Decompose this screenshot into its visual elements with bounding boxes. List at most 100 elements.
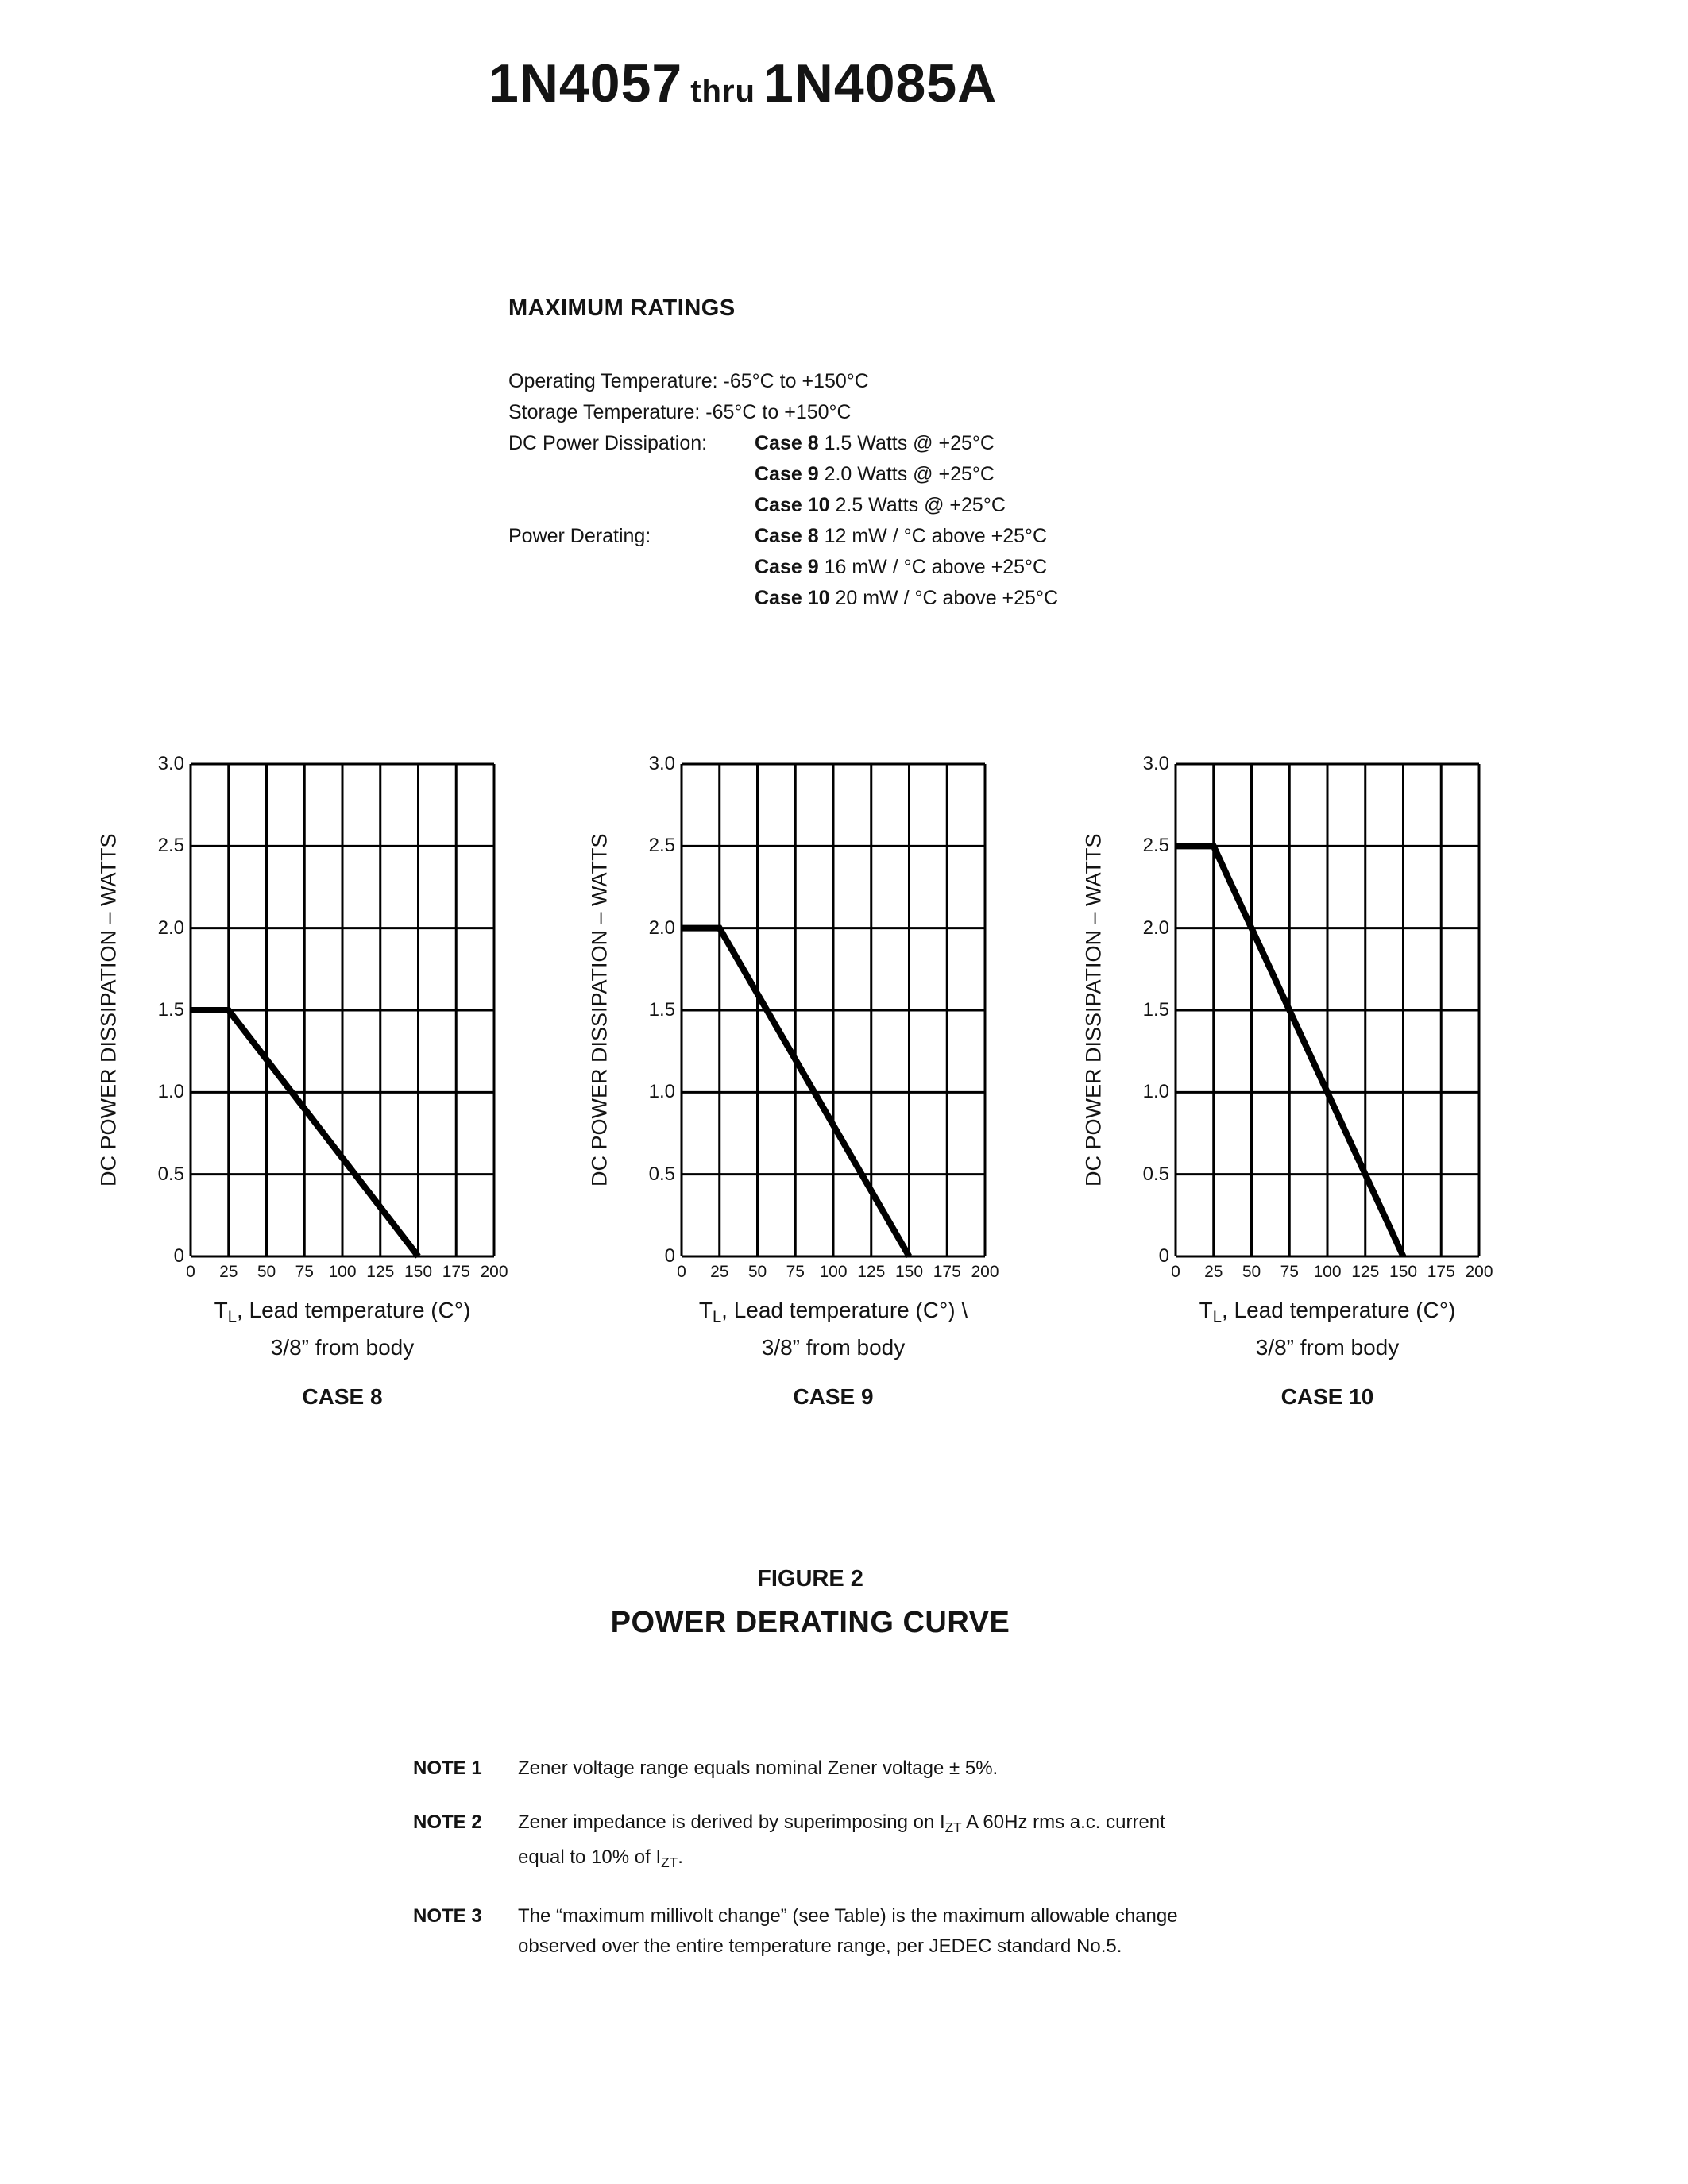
case-name: Case 10 [755, 494, 830, 516]
x-tick-label: 0 [677, 1263, 686, 1281]
case-label: CASE 9 [793, 1383, 874, 1409]
x-caption-subscript: L [227, 1308, 237, 1326]
note-3-label: NOTE 3 [413, 1904, 482, 1927]
x-tick-label: 25 [1204, 1263, 1223, 1281]
power-derating-group: Power Derating: Case 8 12 mW / °C above … [508, 521, 1058, 614]
note-2-line1: Zener impedance is derived by superimpos… [518, 1808, 1165, 1843]
case-value: 20 mW / °C above +25°C [829, 587, 1059, 609]
figure-number: FIGURE 2 [757, 1566, 863, 1592]
derating-chart-case9: DC POWER DISSIPATION – WATTS 3.0 2.5 2.0 1.… [580, 753, 999, 1410]
case-name: Case 8 [755, 432, 819, 454]
x-tick-label: 75 [1280, 1263, 1299, 1281]
note-2-text-part: Zener impedance is derived by superimpos… [518, 1812, 945, 1833]
y-tick-label: 0 [664, 1245, 675, 1267]
plot-column: 0 25 50 75 100 125 150 175 200 TL, Lead temperat… [1171, 762, 1493, 1410]
x-tick-label: 175 [933, 1263, 961, 1281]
y-tick-label: 2.0 [157, 916, 184, 939]
y-tick-label: 2.0 [648, 916, 675, 939]
dissipation-values: Case 8 1.5 Watts @ +25°C Case 9 2.0 Watt… [755, 428, 1006, 521]
x-tick-label: 175 [1427, 1263, 1455, 1281]
dissipation-row: Case 10 2.5 Watts @ +25°C [755, 490, 1006, 521]
notes-section: NOTE 1 Zener voltage range equals nomina… [413, 1754, 1178, 1985]
y-axis-ticks: 3.0 2.5 2.0 1.5 1.0 0.5 0 [129, 753, 191, 1267]
maximum-ratings-section: MAXIMUM RATINGS Operating Temperature: -… [508, 295, 1058, 614]
y-tick-label: 3.0 [648, 753, 675, 774]
x-axis-ticks: 0 25 50 75 100 125 150 175 200 [186, 1256, 508, 1283]
derating-row: Case 8 12 mW / °C above +25°C [755, 521, 1058, 552]
dissipation-row: Case 9 2.0 Watts @ +25°C [755, 459, 1006, 490]
x-axis-caption-line2: 3/8” from body [1255, 1334, 1400, 1360]
x-tick-label: 125 [1351, 1263, 1380, 1281]
x-tick-label: 0 [186, 1263, 195, 1281]
x-tick-label: 50 [1242, 1263, 1261, 1281]
case-value: 2.5 Watts @ +25°C [829, 494, 1006, 516]
x-tick-label: 100 [819, 1263, 848, 1281]
case-name: Case 8 [755, 525, 819, 547]
plot-area-case9 [680, 762, 987, 1259]
case-value: 16 mW / °C above +25°C [818, 556, 1048, 578]
title-part2: 1N4085A [763, 53, 998, 114]
y-axis-ticks: 3.0 2.5 2.0 1.5 1.0 0.5 0 [620, 753, 682, 1267]
case-name: Case 10 [755, 587, 830, 609]
note-1-label: NOTE 1 [413, 1758, 482, 1779]
case-name: Case 9 [755, 556, 819, 578]
note-3-line1: The “maximum millivolt change” (see Tabl… [518, 1904, 1178, 1927]
plot-area-case10 [1174, 762, 1481, 1258]
note-3-text: The “maximum millivolt change” (see Tabl… [518, 1901, 1178, 1962]
x-tick-label: 150 [1389, 1263, 1418, 1281]
derating-chart-case10: DC POWER DISSIPATION – WATTS 3.0 2.5 2.0 1.… [1074, 753, 1493, 1410]
plot-area-case8 [189, 762, 496, 1259]
x-tick-label: 125 [857, 1263, 886, 1281]
note-2-text-part: equal to 10% of I [518, 1846, 662, 1868]
x-tick-label: 25 [710, 1263, 729, 1281]
title-part1: 1N4057 [489, 53, 683, 114]
y-tick-label: 0 [1158, 1245, 1169, 1267]
y-tick-label: 0.5 [648, 1163, 675, 1185]
note-2-subscript: ZT [944, 1819, 962, 1835]
x-tick-label: 100 [1313, 1263, 1342, 1281]
note-2-label: NOTE 2 [413, 1812, 482, 1833]
y-axis-label: DC POWER DISSIPATION – WATTS [1081, 833, 1106, 1187]
case-value: 12 mW / °C above +25°C [818, 525, 1048, 547]
case-label: CASE 8 [302, 1383, 383, 1409]
derating-values: Case 8 12 mW / °C above +25°C Case 9 16 … [755, 521, 1058, 614]
x-tick-label: 150 [404, 1263, 433, 1281]
x-tick-label: 25 [219, 1263, 238, 1281]
note-2-line2: equal to 10% of IZT. [518, 1843, 1165, 1877]
case-value: 2.0 Watts @ +25°C [818, 463, 995, 485]
note-3-line2: observed over the entire temperature ran… [518, 1935, 1122, 1957]
derating-chart-case8: DC POWER DISSIPATION – WATTS 3.0 2.5 2.0 1.… [89, 753, 508, 1410]
x-axis-ticks: 0 25 50 75 100 125 150 175 200 [677, 1256, 999, 1283]
x-caption-text: , Lead temperature (C°) \ [721, 1298, 968, 1322]
storage-temperature-line: Storage Temperature: -65°C to +150°C [508, 401, 852, 423]
note-3: NOTE 3 The “maximum millivolt change” (s… [413, 1901, 1178, 1962]
x-axis-caption: TL, Lead temperature (C°) [1199, 1298, 1456, 1327]
operating-temperature-line: Operating Temperature: -65°C to +150°C [508, 370, 869, 392]
x-caption-text: , Lead temperature (C°) [1221, 1298, 1456, 1322]
title-thru: thru [690, 74, 755, 109]
y-tick-label: 1.0 [1142, 1081, 1169, 1103]
x-tick-label: 200 [1465, 1263, 1493, 1281]
dissipation-row: Case 8 1.5 Watts @ +25°C [755, 428, 1006, 459]
derating-row: Case 10 20 mW / °C above +25°C [755, 583, 1058, 614]
note-1: NOTE 1 Zener voltage range equals nomina… [413, 1754, 1178, 1784]
y-tick-label: 1.5 [1142, 999, 1169, 1021]
x-tick-label: 75 [786, 1263, 805, 1281]
plot-column: 0 25 50 75 100 125 150 175 200 TL, Lead temperat… [677, 762, 999, 1410]
maximum-ratings-heading: MAXIMUM RATINGS [508, 295, 736, 321]
x-axis-caption-line2: 3/8” from body [270, 1334, 415, 1360]
x-tick-label: 75 [295, 1263, 314, 1281]
plot-column: 0 25 50 75 100 125 150 175 200 TL, Lead temperat… [186, 762, 508, 1410]
case-value: 1.5 Watts @ +25°C [818, 432, 995, 454]
y-tick-label: 2.5 [157, 835, 184, 857]
note-2: NOTE 2 Zener impedance is derived by sup… [413, 1808, 1178, 1877]
x-tick-label: 0 [1171, 1263, 1180, 1281]
x-caption-subscript: L [1212, 1308, 1222, 1326]
y-tick-label: 2.5 [648, 835, 675, 857]
x-caption-symbol: T [214, 1298, 228, 1322]
y-tick-label: 2.5 [1142, 835, 1169, 857]
x-caption-symbol: T [698, 1298, 713, 1322]
y-tick-label: 2.0 [1142, 916, 1169, 939]
y-tick-label: 3.0 [157, 753, 184, 774]
